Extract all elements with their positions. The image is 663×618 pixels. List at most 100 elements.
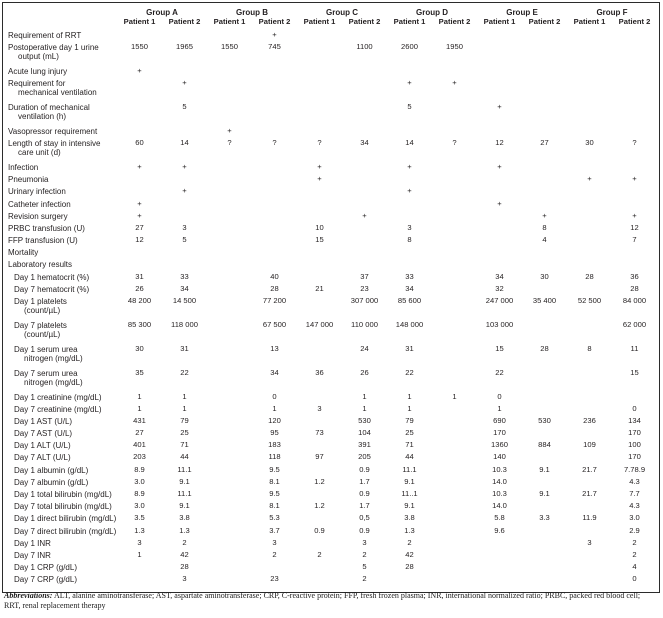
cell-value xyxy=(522,367,567,391)
cell-value xyxy=(522,562,567,574)
cell-value xyxy=(342,28,387,42)
cell-value: 32 xyxy=(495,283,504,293)
cell-value xyxy=(567,283,612,295)
cell-value xyxy=(432,259,477,271)
cell-value xyxy=(297,537,342,549)
cell-value: ? xyxy=(317,138,322,148)
cell-value xyxy=(207,367,252,391)
table-row: Infection + + + + + xyxy=(5,161,657,173)
row-label-text: Urinary infection xyxy=(8,187,66,197)
row-label-text: Day 7 CRP (g/dL) xyxy=(14,575,77,585)
table-row: Day 7 platelets (count/µL) 85 300 118 000 67… xyxy=(5,319,657,343)
cell-value xyxy=(342,102,387,126)
cell-value: 9.1 xyxy=(404,476,415,486)
cell-value xyxy=(567,476,612,488)
cell-value: 28 xyxy=(585,271,594,281)
table-row: Urinary infection + + xyxy=(5,186,657,198)
cell-value xyxy=(162,259,207,271)
cell-value: 431 xyxy=(133,415,146,425)
cell-value: 28 xyxy=(180,562,189,572)
cell-value: 1 xyxy=(407,391,412,401)
cell-value: + xyxy=(587,174,592,184)
cell-value xyxy=(387,574,432,586)
row-label-line2: nitrogen (mg/dL) xyxy=(24,353,83,363)
cell-value xyxy=(207,501,252,513)
cell-value xyxy=(117,102,162,126)
cell-value xyxy=(297,42,342,66)
cell-value: 48 200 xyxy=(127,296,152,306)
cell-value xyxy=(342,174,387,186)
table-row: Day 7 total bilirubin (mg/dL) 3.0 9.1 8.1 1.… xyxy=(5,501,657,513)
table-row: Vasopressor requirement + xyxy=(5,125,657,137)
cell-value: 118 000 xyxy=(171,319,198,329)
cell-value xyxy=(567,222,612,234)
cell-value: 11.1 xyxy=(402,464,417,474)
cell-value xyxy=(297,513,342,525)
cell-value: 34 xyxy=(405,283,414,293)
row-label-text: Day 1 albumin (g/dL) xyxy=(14,465,89,475)
row-label: Mortality xyxy=(5,247,117,259)
cell-value: 27 xyxy=(540,138,549,148)
cell-value xyxy=(522,391,567,403)
cell-value: 34 xyxy=(495,271,504,281)
cell-value xyxy=(297,65,342,77)
cell-value: 85 600 xyxy=(397,296,422,306)
row-label-text: Postoperative day 1 urine xyxy=(8,43,99,53)
row-label-text: Day 1 direct bilirubin (mg/dL) xyxy=(14,514,117,524)
cell-value xyxy=(432,198,477,210)
cell-value: 14.0 xyxy=(492,501,507,511)
cell-value xyxy=(522,161,567,173)
table-row: Day 1 albumin (g/dL) 8.9 11.1 9.5 0.9 11.1 10.… xyxy=(5,464,657,476)
cell-value: 1 xyxy=(137,549,142,559)
row-label-text: Day 1 total bilirubin (mg/dL) xyxy=(14,490,112,500)
cell-value: 36 xyxy=(630,271,639,281)
cell-value xyxy=(162,125,207,137)
row-label: Laboratory results xyxy=(5,259,117,271)
table-row: Day 1 direct bilirubin (mg/dL) 3.5 3.8 5.3 0… xyxy=(5,513,657,525)
cell-value xyxy=(297,271,342,283)
table-row: Day 1 serum urea nitrogen (mg/dL) 30 31 13 24… xyxy=(5,343,657,367)
cell-value: 34 xyxy=(180,283,189,293)
cell-value: 8 xyxy=(587,343,592,353)
cell-value xyxy=(207,319,252,343)
cell-value xyxy=(477,259,522,271)
cell-value xyxy=(117,186,162,198)
patient-header: Patient 2 xyxy=(258,17,291,27)
cell-value xyxy=(207,235,252,247)
cell-value: 67 500 xyxy=(262,319,287,329)
cell-value xyxy=(567,102,612,126)
cell-value: 0 xyxy=(632,574,637,584)
table-body: Requirement of RRT + Postoperative day 1 u… xyxy=(5,28,657,586)
cell-value xyxy=(522,501,567,513)
cell-value xyxy=(522,28,567,42)
cell-value: 0 xyxy=(632,403,637,413)
row-label: Acute lung injury xyxy=(5,65,117,77)
cell-value: 3.5 xyxy=(134,513,145,523)
cell-value: 14 500 xyxy=(172,296,197,306)
table-row: Day 7 albumin (g/dL) 3.0 9.1 8.1 1.2 1.7 9.1 14… xyxy=(5,476,657,488)
cell-value xyxy=(432,343,477,367)
cell-value xyxy=(252,259,297,271)
table-header: Group A Group B Group C Group D Group E Group… xyxy=(5,7,657,28)
cell-value: 14.0 xyxy=(492,476,507,486)
cell-value: 95 xyxy=(270,428,279,438)
cell-value xyxy=(567,198,612,210)
cell-value xyxy=(432,186,477,198)
cell-value xyxy=(567,235,612,247)
row-label: Day 7 direct bilirubin (mg/dL) xyxy=(5,525,117,537)
cell-value xyxy=(522,476,567,488)
cell-value xyxy=(207,259,252,271)
cell-value xyxy=(207,78,252,102)
cell-value xyxy=(567,574,612,586)
cell-value xyxy=(522,186,567,198)
cell-value xyxy=(387,28,432,42)
cell-value: 79 xyxy=(180,415,189,425)
row-label-text: Day 7 AST (U/L) xyxy=(14,429,73,439)
cell-value xyxy=(477,78,522,102)
cell-value xyxy=(567,210,612,222)
cell-value: 15 xyxy=(630,367,639,377)
row-label-text: Infection xyxy=(8,162,39,172)
cell-value xyxy=(252,78,297,102)
cell-value: 1.3 xyxy=(179,525,190,535)
cell-value: 42 xyxy=(405,549,414,559)
